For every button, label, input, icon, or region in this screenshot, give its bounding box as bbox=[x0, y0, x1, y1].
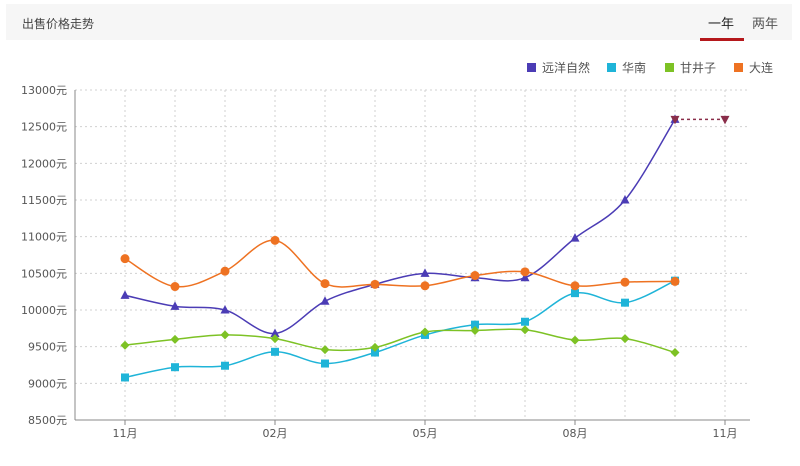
data-point bbox=[471, 320, 479, 329]
data-point bbox=[570, 233, 580, 242]
active-tab-indicator bbox=[700, 38, 744, 41]
page-title: 出售价格走势 bbox=[22, 17, 95, 31]
data-point bbox=[370, 279, 380, 289]
series-line bbox=[124, 239, 676, 288]
legend-label: 大连 bbox=[749, 61, 774, 75]
y-tick-label: 11500元 bbox=[21, 194, 67, 207]
data-point bbox=[270, 334, 280, 344]
data-point bbox=[271, 347, 279, 356]
legend-swatch bbox=[527, 63, 536, 72]
legend-label: 甘井子 bbox=[680, 61, 717, 75]
y-tick-label: 9500元 bbox=[28, 341, 67, 354]
legend-label: 华南 bbox=[622, 61, 647, 75]
y-tick-label: 11000元 bbox=[21, 231, 67, 244]
data-point bbox=[570, 335, 580, 345]
data-point bbox=[420, 327, 430, 337]
data-point bbox=[371, 348, 379, 357]
legend-item-dalian[interactable]: 大连 bbox=[734, 59, 773, 76]
data-point bbox=[670, 276, 680, 286]
data-point bbox=[670, 348, 680, 358]
data-point bbox=[520, 272, 530, 282]
projection-point bbox=[720, 115, 730, 125]
data-point bbox=[121, 373, 129, 382]
data-point bbox=[320, 279, 330, 289]
legend-swatch bbox=[734, 63, 743, 72]
x-tick-label: 02月 bbox=[263, 427, 288, 440]
legend-item-huanan[interactable]: 华南 bbox=[607, 59, 646, 76]
data-point bbox=[120, 290, 130, 299]
data-point bbox=[570, 281, 580, 291]
data-point bbox=[270, 328, 280, 337]
data-point bbox=[620, 195, 630, 204]
data-point bbox=[171, 363, 179, 372]
y-tick-label: 12500元 bbox=[21, 121, 67, 134]
data-point bbox=[470, 271, 480, 281]
data-point bbox=[571, 289, 579, 298]
x-tick-label: 11月 bbox=[713, 427, 738, 440]
data-point bbox=[120, 340, 130, 350]
y-tick-label: 13000元 bbox=[21, 84, 67, 97]
data-point bbox=[120, 254, 130, 264]
data-point bbox=[220, 266, 230, 276]
series-line bbox=[124, 279, 676, 379]
data-point bbox=[220, 305, 230, 314]
header-bar: 出售价格走势 一年 两年 bbox=[6, 4, 792, 41]
y-tick-label: 10000元 bbox=[21, 304, 67, 317]
tab-two-years[interactable]: 两年 bbox=[752, 17, 779, 32]
legend-swatch bbox=[607, 63, 616, 72]
data-point bbox=[520, 267, 530, 277]
data-point bbox=[620, 277, 630, 287]
x-tick-label: 08月 bbox=[563, 427, 588, 440]
data-point bbox=[470, 326, 480, 336]
data-point bbox=[220, 330, 230, 340]
data-point bbox=[520, 325, 530, 335]
data-point bbox=[370, 342, 380, 352]
data-point bbox=[221, 361, 229, 370]
projection-point bbox=[670, 115, 680, 125]
data-point bbox=[521, 317, 529, 326]
data-point bbox=[320, 296, 330, 305]
y-tick-label: 9000元 bbox=[28, 377, 67, 390]
data-point bbox=[270, 235, 280, 245]
data-point bbox=[170, 301, 180, 310]
data-point bbox=[420, 268, 430, 277]
y-tick-label: 8500元 bbox=[28, 414, 67, 427]
data-point bbox=[321, 359, 329, 368]
legend-item-ganjingzi[interactable]: 甘井子 bbox=[665, 59, 716, 76]
data-point bbox=[621, 298, 629, 307]
series-line bbox=[124, 328, 676, 354]
x-tick-label: 05月 bbox=[413, 427, 438, 440]
data-point bbox=[170, 334, 180, 344]
tab-one-year[interactable]: 一年 bbox=[708, 17, 735, 32]
legend-label: 远洋自然 bbox=[542, 61, 591, 75]
series-line bbox=[124, 118, 676, 335]
legend-item-yuanyang[interactable]: 远洋自然 bbox=[527, 59, 590, 76]
data-point bbox=[320, 345, 330, 355]
data-point bbox=[170, 282, 180, 292]
data-point bbox=[620, 334, 630, 344]
legend-swatch bbox=[665, 63, 674, 72]
y-tick-label: 12000元 bbox=[21, 157, 67, 170]
x-tick-label: 11月 bbox=[113, 427, 138, 440]
y-tick-label: 10500元 bbox=[21, 267, 67, 280]
data-point bbox=[420, 281, 430, 291]
